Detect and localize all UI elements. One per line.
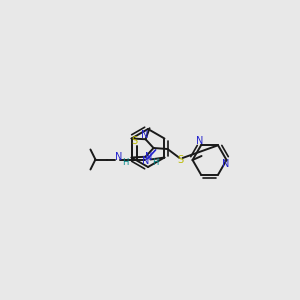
Text: N: N bbox=[142, 156, 149, 166]
Text: N: N bbox=[115, 152, 122, 161]
Text: N: N bbox=[145, 152, 152, 161]
Text: N: N bbox=[196, 136, 204, 146]
Text: H: H bbox=[152, 158, 159, 167]
Text: N: N bbox=[222, 159, 229, 169]
Text: N: N bbox=[141, 130, 148, 140]
Text: S: S bbox=[131, 136, 137, 146]
Text: S: S bbox=[178, 155, 184, 165]
Text: H: H bbox=[122, 158, 129, 167]
